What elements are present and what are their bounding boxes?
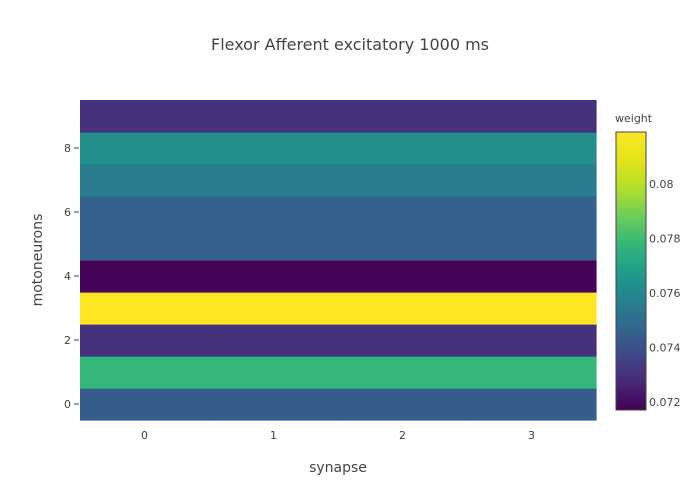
- x-axis-ticks: 0 1 2 3: [141, 429, 535, 442]
- y-tick-label: 0: [64, 398, 71, 411]
- heatmap-cell: [467, 100, 597, 133]
- colorbar-tick-label: 0.074: [649, 341, 681, 354]
- heatmap-cell: [80, 260, 210, 293]
- heatmap-cell: [467, 164, 597, 197]
- colorbar-gradient: [615, 131, 647, 411]
- x-tick-label: 1: [270, 429, 277, 442]
- heatmap-cell: [209, 228, 339, 261]
- y-axis-title: motoneurons: [30, 214, 46, 307]
- y-tick-label: 8: [64, 142, 71, 155]
- heatmap-cell: [467, 292, 597, 325]
- heatmap-cell: [338, 228, 468, 261]
- y-tick-label: 2: [64, 334, 71, 347]
- heatmap-cell: [467, 196, 597, 229]
- heatmap-cell: [338, 164, 468, 197]
- heatmap-cell: [467, 260, 597, 293]
- heatmap-cell: [80, 164, 210, 197]
- heatmap-cell: [80, 196, 210, 229]
- heatmap-cell: [209, 356, 339, 389]
- heatmap-cell: [467, 388, 597, 421]
- chart-title: Flexor Afferent excitatory 1000 ms: [211, 35, 489, 54]
- heatmap-cell: [467, 356, 597, 389]
- y-tick-label: 4: [64, 270, 71, 283]
- colorbar: weight 0.072 0.074 0.076 0.078 0.08: [615, 112, 681, 411]
- heatmap-cell: [338, 324, 468, 357]
- heatmap-cell: [338, 132, 468, 165]
- x-tick-label: 0: [141, 429, 148, 442]
- heatmap-cell: [209, 100, 339, 133]
- heatmap-cell: [467, 228, 597, 261]
- heatmap-cell: [467, 132, 597, 165]
- colorbar-tick-label: 0.08: [649, 178, 674, 191]
- heatmap-cell: [209, 388, 339, 421]
- heatmap-cell: [209, 132, 339, 165]
- colorbar-tick-label: 0.078: [649, 232, 681, 245]
- y-axis-ticks: 0 2 4 6 8: [64, 142, 79, 411]
- y-tick-label: 6: [64, 206, 71, 219]
- heatmap-cell: [80, 324, 210, 357]
- heatmap-cell: [80, 132, 210, 165]
- colorbar-title: weight: [615, 112, 653, 125]
- heatmap-cell: [338, 196, 468, 229]
- heatmap-cell: [209, 292, 339, 325]
- heatmap-cell: [209, 324, 339, 357]
- heatmap-cell: [80, 228, 210, 261]
- heatmap-cell: [209, 196, 339, 229]
- heatmap-cell: [80, 356, 210, 389]
- heatmap-cell: [209, 260, 339, 293]
- heatmap-cell: [209, 164, 339, 197]
- heatmap-cell: [338, 388, 468, 421]
- heatmap-cell: [338, 356, 468, 389]
- heatmap-cell: [467, 324, 597, 357]
- x-tick-label: 3: [528, 429, 535, 442]
- x-tick-label: 2: [399, 429, 406, 442]
- heatmap-cell: [80, 388, 210, 421]
- colorbar-tick-label: 0.072: [649, 396, 681, 409]
- x-axis-title: synapse: [309, 460, 367, 476]
- heatmap-cell: [338, 100, 468, 133]
- heatmap-cell: [338, 292, 468, 325]
- heatmap-cell: [80, 292, 210, 325]
- heatmap-cells: [80, 100, 597, 421]
- colorbar-tick-label: 0.076: [649, 287, 681, 300]
- heatmap-cell: [338, 260, 468, 293]
- heatmap-cell: [80, 100, 210, 133]
